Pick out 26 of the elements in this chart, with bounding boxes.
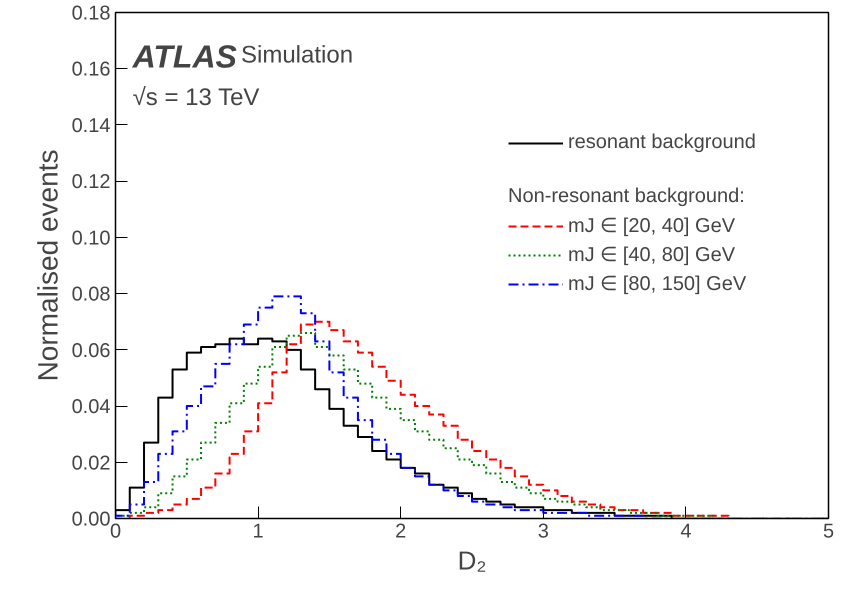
x-tick-label: 4: [680, 520, 692, 542]
x-axis-title: D₂: [458, 546, 486, 576]
y-tick-label: 0.14: [72, 114, 111, 137]
annotation: √s = 13 TeV: [132, 84, 260, 111]
legend-label: mJ ∈ [20, 40] GeV: [568, 214, 736, 238]
legend-label: resonant background: [568, 131, 756, 154]
legend-label: mJ ∈ [40, 80] GeV: [568, 243, 736, 267]
y-tick-label: 0.06: [72, 340, 111, 362]
annotation: Simulation: [240, 42, 354, 69]
x-tick-label: 5: [822, 520, 834, 542]
x-tick-label: 2: [395, 520, 406, 542]
legend-title: Non-resonant background:: [508, 185, 746, 208]
y-tick-label: 0.10: [72, 227, 111, 250]
y-tick-label: 0.08: [72, 284, 111, 306]
y-tick-label: 0.12: [72, 171, 111, 194]
y-tick-label: 0.16: [72, 58, 111, 81]
y-tick-label: 0.02: [72, 452, 111, 474]
y-tick-label: 0.18: [72, 2, 111, 24]
y-axis-title: Normalised events: [32, 150, 64, 382]
x-tick-label: 3: [538, 520, 549, 542]
y-tick-label: 0.04: [72, 396, 111, 418]
x-tick-label: 0: [110, 520, 122, 542]
annotation: ATLAS: [132, 38, 238, 74]
y-tick-label: 0.00: [72, 508, 111, 530]
legend-label: mJ ∈ [80, 150] GeV: [568, 272, 746, 296]
x-tick-label: 1: [252, 520, 264, 542]
